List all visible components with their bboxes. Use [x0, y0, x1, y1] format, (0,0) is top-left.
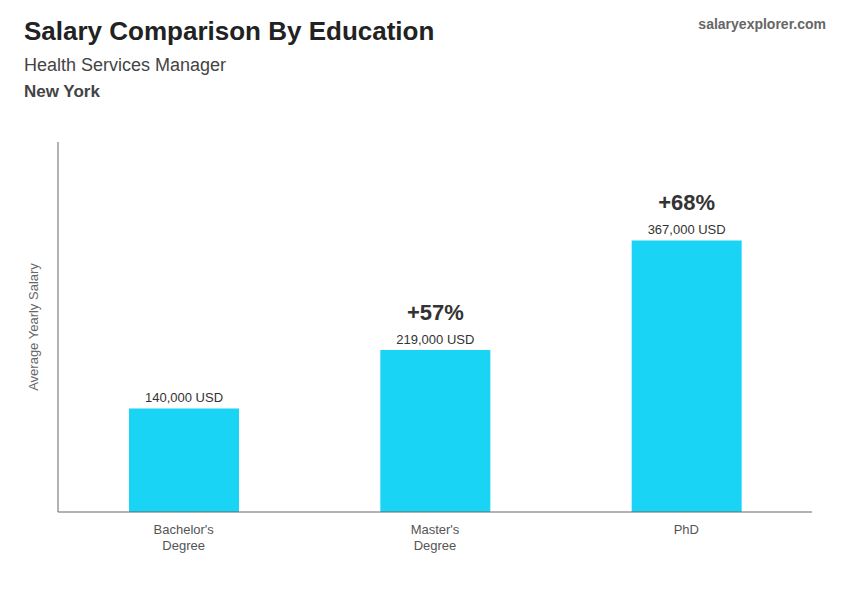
svg-text:+57%: +57% [407, 300, 464, 325]
svg-text:140,000 USD: 140,000 USD [145, 390, 223, 405]
svg-text:Master'sDegree: Master'sDegree [411, 522, 460, 553]
svg-text:Bachelor'sDegree: Bachelor'sDegree [154, 522, 215, 553]
html-text:Health Services Manager: Health Services Manager [24, 55, 227, 75]
html-text:Salary Comparison By Education: Salary Comparison By Education [24, 16, 435, 46]
svg-text:367,000 USD: 367,000 USD [648, 222, 726, 237]
svg-text:PhD: PhD [674, 522, 699, 537]
svg-text:+68%: +68% [658, 190, 715, 215]
svg-text:Average Yearly Salary: Average Yearly Salary [26, 263, 41, 391]
svg-text:219,000 USD: 219,000 USD [396, 332, 474, 347]
html-text:salaryexplorer.com: salaryexplorer.com [698, 16, 826, 32]
html-text:New York: New York [24, 82, 100, 101]
